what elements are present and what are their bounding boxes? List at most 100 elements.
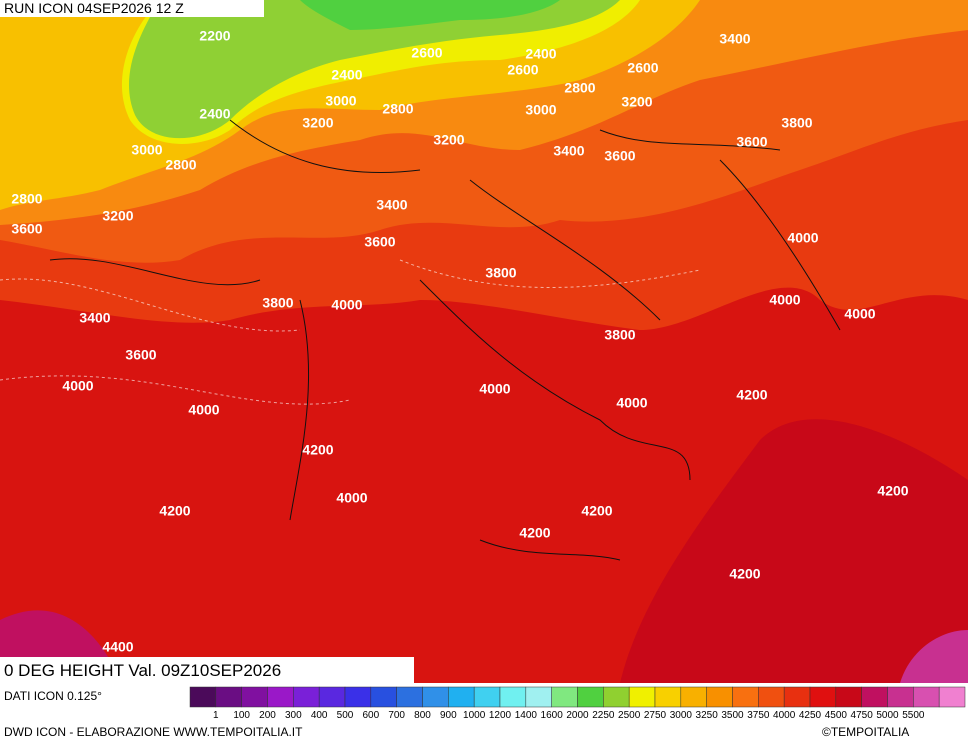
legend-swatch [396,686,423,708]
legend-label: 4000 [773,710,796,721]
legend-swatch [603,686,630,708]
run-label: RUN ICON 04SEP2026 12 Z [4,0,184,16]
legend-swatch [473,686,501,708]
contour-label: 3600 [736,134,767,150]
contour-label: 4200 [729,566,760,582]
legend-swatch [499,686,527,708]
contour-label: 4000 [616,395,647,411]
contour-label: 3000 [525,102,556,118]
contour-label: 4000 [336,490,367,506]
contour-label: 3600 [364,234,395,250]
contour-label: 3600 [604,148,635,164]
contour-label: 4000 [844,306,875,322]
contour-label: 2800 [382,101,413,117]
legend-label: 400 [311,710,328,721]
legend-label: 2750 [644,710,667,721]
legend-swatch [706,686,733,708]
legend-label: 4250 [799,710,822,721]
contour-label: 3400 [376,197,407,213]
legend-swatch [344,686,372,708]
legend-label: 2500 [618,710,641,721]
legend-label: 600 [362,710,379,721]
field-box [0,657,414,683]
map-field [0,0,968,683]
contour-label: 2200 [199,28,230,44]
legend-swatch [370,686,397,708]
legend-label: 3750 [747,710,770,721]
contour-label: 2800 [11,191,42,207]
legend-label: 3500 [721,710,744,721]
contour-label: 3200 [102,208,133,224]
contour-label: 4000 [188,402,219,418]
legend-swatch [809,686,837,708]
run-box [0,0,264,17]
legend-label: 200 [259,710,276,721]
legend-label: 300 [285,710,302,721]
contour-label: 3400 [553,143,584,159]
legend-label: 4750 [851,710,874,721]
contour-label: 3000 [325,93,356,109]
source-label: DATI ICON 0.125° [4,689,102,703]
legend-label: 800 [414,710,431,721]
contour-label: 3800 [485,265,516,281]
contour-label: 4000 [479,381,510,397]
contour-label: 3600 [125,347,156,363]
legend-swatch [938,686,966,708]
contour-label: 2400 [525,46,556,62]
contour-label: 3400 [719,31,750,47]
contour-label: 3800 [781,115,812,131]
contour-label: 3400 [79,310,110,326]
legend-swatch [861,686,888,708]
contour-label: 4200 [581,503,612,519]
legend-label: 5500 [902,710,925,721]
legend-swatch [577,686,604,708]
legend-swatch [215,686,242,708]
legend-swatch [525,686,552,708]
legend-swatch [189,686,217,708]
contour-label: 3600 [11,221,42,237]
legend-swatch [783,686,811,708]
contour-label: 4200 [159,503,190,519]
legend-label: 100 [233,710,250,721]
contour-label: 2600 [627,60,658,76]
legend-label: 2000 [566,710,589,721]
legend-label: 500 [337,710,354,721]
contour-label: 3200 [621,94,652,110]
contour-label: 3000 [131,142,162,158]
legend-label: 1600 [541,710,564,721]
contour-label: 2400 [199,106,230,122]
contour-label: 4000 [769,292,800,308]
legend-swatch [913,686,940,708]
contour-label: 4000 [62,378,93,394]
legend-label: 3250 [696,710,719,721]
legend-swatch [267,686,294,708]
legend-label: 5000 [876,710,899,721]
legend-swatch [654,686,682,708]
contour-label: 4000 [331,297,362,313]
logo-label: ©TEMPOITALIA [822,725,909,739]
contour-label: 2400 [331,67,362,83]
legend-label: 4500 [825,710,848,721]
contour-label: 4200 [736,387,767,403]
legend-label: 900 [440,710,457,721]
contour-label: 4400 [102,639,133,655]
legend-label: 1200 [489,710,512,721]
legend-swatch [293,686,320,708]
contour-label: 4200 [302,442,333,458]
legend-swatch [680,686,707,708]
legend-swatch [448,686,475,708]
contour-label: 4200 [519,525,550,541]
contour-label: 2600 [411,45,442,61]
legend-label: 3000 [670,710,693,721]
legend-swatch [758,686,785,708]
contour-label: 2800 [165,157,196,173]
contour-label: 4000 [787,230,818,246]
field-label: 0 DEG HEIGHT Val. 09Z10SEP2026 [4,661,281,680]
contour-label: 4200 [877,483,908,499]
legend-swatch [422,686,449,708]
contour-label: 3200 [302,115,333,131]
credit-label: DWD ICON - ELABORAZIONE WWW.TEMPOITALIA.… [4,725,303,739]
contour-label: 3200 [433,132,464,148]
legend-swatch [835,686,862,708]
